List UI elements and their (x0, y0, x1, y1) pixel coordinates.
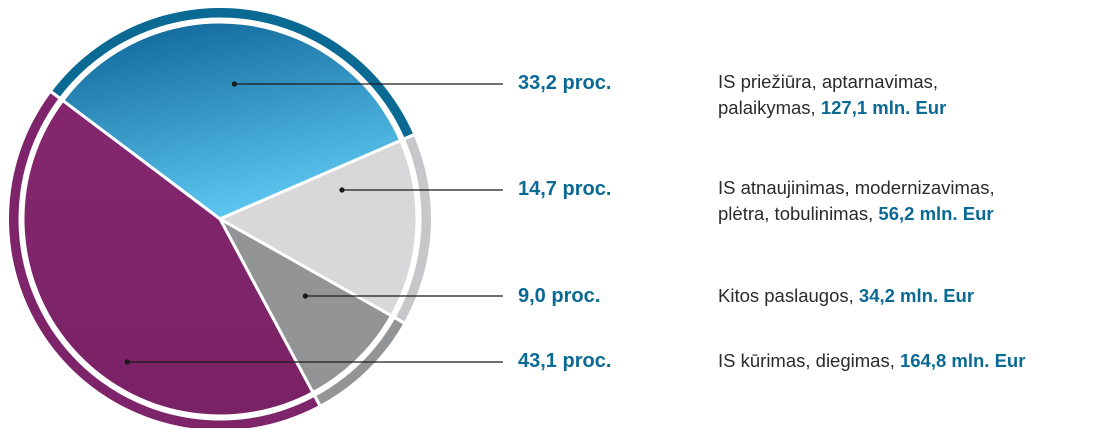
amount-value: 34,2 mln. Eur (858, 285, 975, 306)
pie-ring-kitos (316, 319, 403, 405)
leader-dot-is-prieziura (231, 81, 237, 87)
legend-text-line: IS priežiūra, aptarnavimas, (718, 71, 939, 92)
leader-dot-is-atnaujinimas (339, 187, 345, 193)
leader-dot-kitos (302, 293, 308, 299)
leader-lines (124, 81, 503, 365)
legend-item-is-kurimas: IS kūrimas, diegimas, 164,8 mln. Eur (718, 350, 1026, 371)
leader-dot-is-kurimas (124, 359, 130, 365)
amount-value: 164,8 mln. Eur (899, 350, 1026, 371)
pie-ring-is-kurimas (9, 93, 319, 428)
amount-value: 127,1 mln. Eur (820, 97, 947, 118)
legend-item-is-atnaujinimas: IS atnaujinimas, modernizavimas, plėtra,… (718, 175, 995, 227)
legend-item-kitos: Kitos paslaugos, 34,2 mln. Eur (718, 285, 975, 306)
amount-value: 56,2 mln. Eur (878, 203, 994, 224)
pie-slices (21, 20, 419, 418)
pie-slice-is-kurimas (21, 98, 315, 418)
legend-item-is-prieziura: IS priežiūra, aptarnavimas, palaikymas, … (718, 69, 946, 121)
percent-label-is-prieziura: 33,2 proc. (518, 72, 612, 94)
legend-text-line: plėtra, tobulinimas, 56,2 mln. Eur (718, 203, 994, 224)
pie-slice-kitos (218, 217, 394, 395)
percent-label-kitos: 9,0 proc. (518, 285, 601, 307)
pie-outer-rings (9, 8, 431, 428)
legend-text-line: IS atnaujinimas, modernizavimas, (718, 177, 995, 198)
legend-text-line: palaikymas, 127,1 mln. Eur (718, 97, 947, 118)
pie-slice-is-prieziura (61, 20, 403, 221)
pie-slice-is-atnaujinimas (218, 139, 419, 318)
pie-ring-is-atnaujinimas (396, 136, 431, 322)
percent-label-is-atnaujinimas: 14,7 proc. (518, 178, 612, 200)
pie-ring-is-prieziura (52, 8, 413, 138)
percent-label-is-kurimas: 43,1 proc. (518, 350, 612, 372)
